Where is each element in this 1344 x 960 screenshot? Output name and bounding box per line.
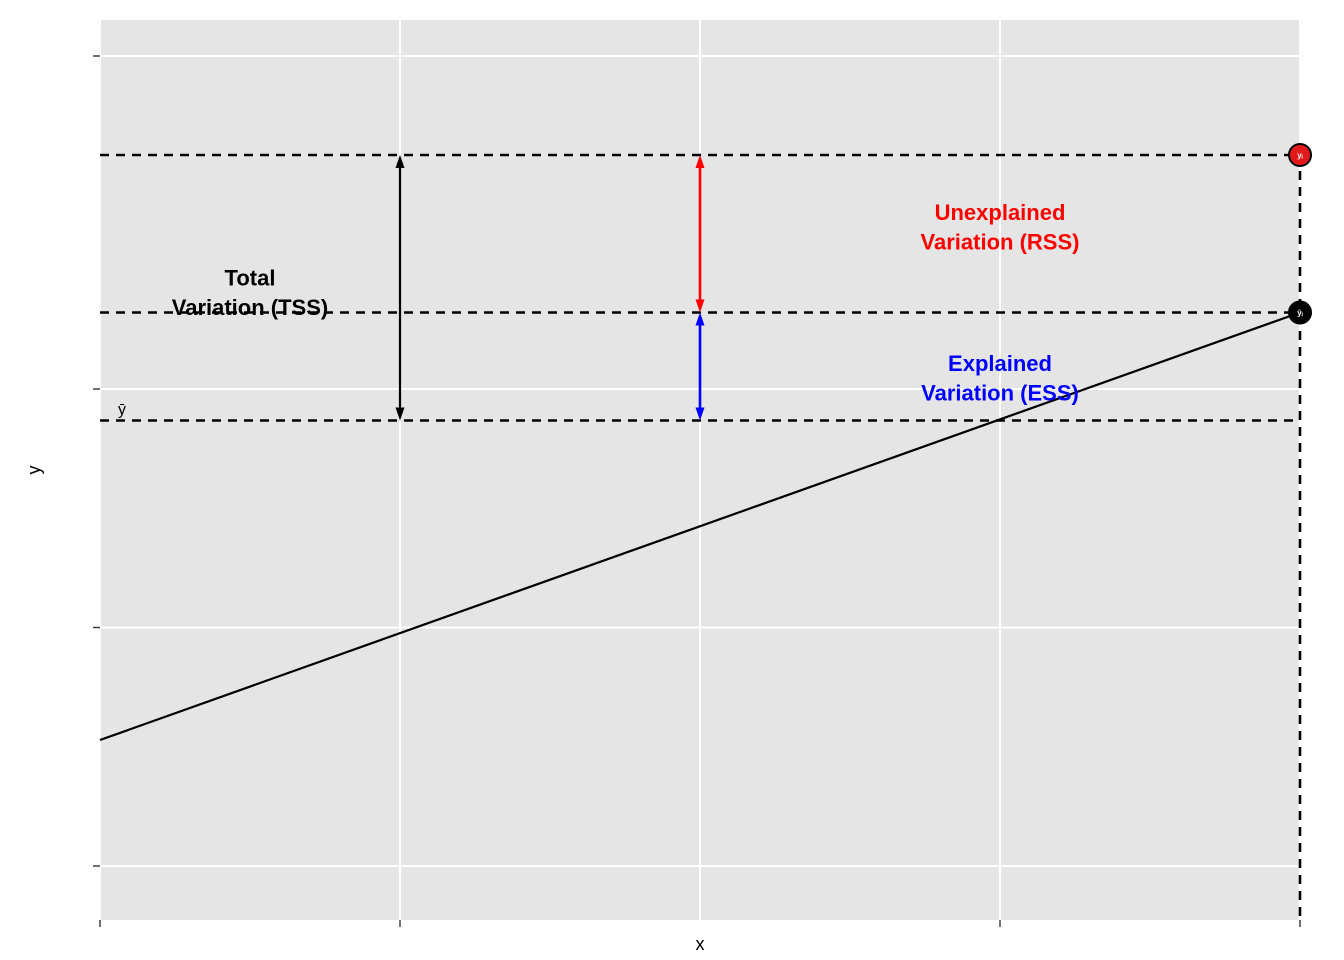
svg-text:Variation (TSS): Variation (TSS) [172, 295, 328, 320]
yi-point: yᵢ [1289, 144, 1311, 166]
y-axis-label: y [24, 466, 44, 475]
svg-text:yᵢ: yᵢ [1297, 151, 1303, 160]
x-axis-label: x [696, 934, 705, 954]
svg-text:ŷᵢ: ŷᵢ [1297, 308, 1303, 317]
svg-text:Unexplained: Unexplained [935, 200, 1066, 225]
ybar-label: ȳ [118, 402, 126, 419]
svg-text:Variation (RSS): Variation (RSS) [921, 230, 1080, 255]
svg-text:Total: Total [225, 266, 276, 291]
svg-text:Explained: Explained [948, 351, 1052, 376]
yhat-point: ŷᵢ [1289, 302, 1311, 324]
svg-text:Variation (ESS): Variation (ESS) [921, 381, 1079, 406]
